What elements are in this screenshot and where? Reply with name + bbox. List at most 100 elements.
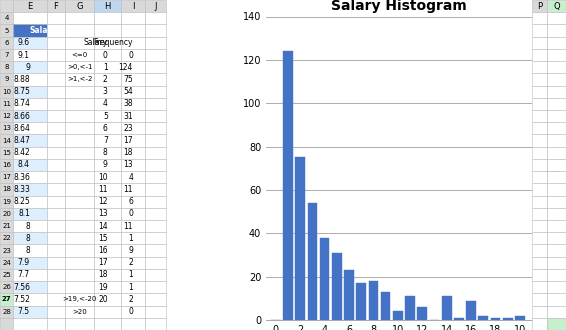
Bar <box>532 293 547 306</box>
Bar <box>65 183 95 196</box>
Text: 25: 25 <box>2 272 11 278</box>
Text: 10: 10 <box>2 89 11 95</box>
Bar <box>95 318 121 330</box>
Bar <box>121 269 145 281</box>
Bar <box>14 37 46 49</box>
Text: 10: 10 <box>98 173 108 182</box>
Text: 8.42: 8.42 <box>13 148 30 157</box>
Text: 4: 4 <box>128 173 133 182</box>
Bar <box>0 122 14 134</box>
Bar <box>532 196 547 208</box>
Bar <box>65 257 95 269</box>
Bar <box>547 281 566 293</box>
Bar <box>503 318 513 320</box>
Bar <box>0 269 14 281</box>
Text: 4: 4 <box>103 99 108 108</box>
Bar <box>65 12 95 24</box>
Bar <box>121 134 145 147</box>
Bar <box>14 293 46 306</box>
Bar <box>547 37 566 49</box>
Bar <box>0 49 14 61</box>
Text: 8.66: 8.66 <box>13 112 30 120</box>
Text: 0: 0 <box>128 50 133 59</box>
Bar <box>532 37 547 49</box>
Bar <box>46 281 65 293</box>
Bar <box>95 245 121 257</box>
Text: 1: 1 <box>103 63 108 72</box>
Bar <box>14 134 46 147</box>
Bar <box>547 73 566 85</box>
Bar <box>532 257 547 269</box>
Text: 14: 14 <box>2 138 11 144</box>
Text: 11: 11 <box>2 101 11 107</box>
Bar <box>46 232 65 245</box>
Bar <box>95 73 121 85</box>
Text: 11: 11 <box>123 185 133 194</box>
Text: 22: 22 <box>2 235 11 241</box>
Bar <box>145 12 166 24</box>
Bar <box>95 122 121 134</box>
Bar <box>95 171 121 183</box>
Text: 8: 8 <box>25 222 30 231</box>
Bar <box>14 85 46 98</box>
Bar <box>95 208 121 220</box>
Bar <box>95 306 121 318</box>
Bar <box>532 73 547 85</box>
Bar <box>0 208 14 220</box>
Bar <box>65 61 95 73</box>
Bar <box>145 159 166 171</box>
Text: 3: 3 <box>103 87 108 96</box>
Bar <box>532 159 547 171</box>
Text: 26: 26 <box>2 284 11 290</box>
Bar <box>547 318 566 330</box>
Text: 54: 54 <box>123 87 133 96</box>
Text: 9: 9 <box>25 63 30 72</box>
Bar <box>121 37 145 49</box>
Text: >20: >20 <box>72 309 87 315</box>
Bar <box>14 232 46 245</box>
Text: 5: 5 <box>103 112 108 120</box>
Bar <box>0 12 14 24</box>
Bar <box>121 293 145 306</box>
Bar <box>14 306 46 318</box>
Bar <box>95 0 121 12</box>
Text: 7: 7 <box>5 52 9 58</box>
Bar <box>95 110 121 122</box>
Bar <box>393 312 402 320</box>
Bar <box>307 203 318 320</box>
Bar <box>547 257 566 269</box>
Bar <box>46 12 65 24</box>
Text: 6: 6 <box>5 40 9 46</box>
Bar <box>14 171 46 183</box>
Bar <box>121 281 145 293</box>
Bar <box>405 296 415 320</box>
Bar <box>417 307 427 320</box>
Text: 8: 8 <box>103 148 108 157</box>
Bar <box>121 306 145 318</box>
Bar <box>46 134 65 147</box>
Bar <box>145 269 166 281</box>
Bar <box>145 61 166 73</box>
Bar <box>14 147 46 159</box>
Bar <box>0 171 14 183</box>
Bar <box>65 269 95 281</box>
Text: 9: 9 <box>5 77 9 82</box>
Title: Salary Histogram: Salary Histogram <box>331 0 467 13</box>
Bar <box>14 73 46 85</box>
Bar <box>121 208 145 220</box>
Bar <box>532 24 547 37</box>
Text: 7: 7 <box>103 136 108 145</box>
Text: 19: 19 <box>98 283 108 292</box>
Bar <box>547 306 566 318</box>
Bar <box>95 196 121 208</box>
Bar <box>121 49 145 61</box>
Bar <box>145 147 166 159</box>
Bar <box>121 98 145 110</box>
Bar <box>14 183 46 196</box>
Text: 17: 17 <box>98 258 108 267</box>
Text: 17: 17 <box>2 174 11 180</box>
Bar <box>121 171 145 183</box>
Bar <box>65 232 95 245</box>
Bar <box>532 134 547 147</box>
Bar <box>65 245 95 257</box>
